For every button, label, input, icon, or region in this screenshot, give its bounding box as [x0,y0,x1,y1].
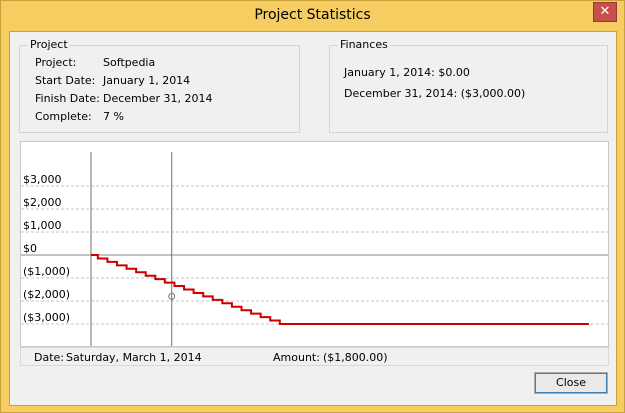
dialog-client-area: Project Project: Softpedia Start Date: J… [9,31,617,406]
y-tick-label-3: $0 [23,242,37,255]
window-close-icon[interactable]: ✕ [593,2,617,22]
y-tick-label-0: $3,000 [23,173,62,186]
finance-start-row: January 1, 2014: $0.00 [344,66,470,79]
title-bar: Project Statistics ✕ [1,1,624,31]
y-tick-label-6: ($3,000) [23,311,70,324]
window-title: Project Statistics [254,7,371,23]
finish-date-label: Finish Date: [35,92,100,105]
status-amount-label: Amount: [273,351,320,364]
finish-date-value: December 31, 2014 [103,92,213,105]
project-group: Project Project: Softpedia Start Date: J… [19,38,300,133]
project-name-label: Project: [35,56,77,69]
y-tick-label-2: $1,000 [23,219,62,232]
status-date-label: Date: [34,351,64,364]
status-amount-value: ($1,800.00) [323,351,388,364]
complete-value: 7 % [103,110,124,123]
finances-group: Finances January 1, 2014: $0.00 December… [329,38,608,133]
project-name-value: Softpedia [103,56,156,69]
cost-chart-svg: $3,000 $2,000 $1,000 $0 ($1,000) ($2,000) ($3,… [21,152,608,346]
finances-group-title: Finances [338,38,390,51]
cursor-point [168,292,176,300]
series-line-0 [91,254,589,325]
y-tick-label-5: ($2,000) [23,288,70,301]
project-group-title: Project [28,38,70,51]
complete-label: Complete: [35,110,92,123]
status-bar: Date: Saturday, March 1, 2014 Amount: ($… [20,347,609,366]
finance-end-row: December 31, 2014: ($3,000.00) [344,87,526,100]
cost-chart[interactable]: $3,000 $2,000 $1,000 $0 ($1,000) ($2,000) ($3,… [20,141,609,347]
status-date-value: Saturday, March 1, 2014 [66,351,202,364]
start-date-value: January 1, 2014 [103,74,191,87]
close-button[interactable]: Close [534,372,608,394]
y-tick-label-4: ($1,000) [23,265,70,278]
y-tick-label-1: $2,000 [23,196,62,209]
start-date-label: Start Date: [35,74,96,87]
